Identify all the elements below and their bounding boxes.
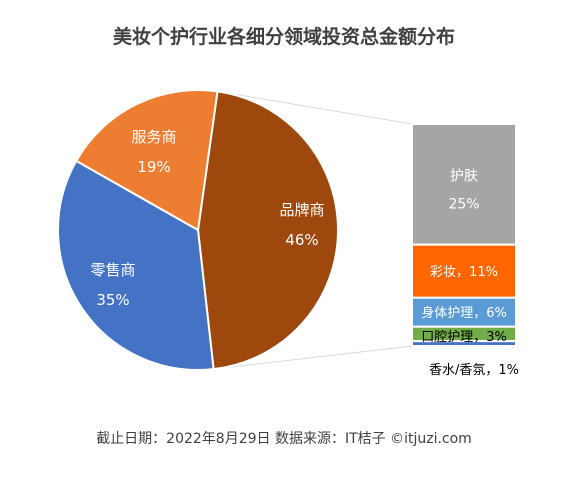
bar-percent-1: 25%	[448, 196, 479, 212]
connector-line-top	[217, 90, 413, 125]
slice-percent-1: 46%	[285, 231, 318, 249]
bar-segment-3	[411, 296, 517, 328]
bar-label-2: 彩妆，11%	[430, 265, 498, 280]
pie	[57, 89, 339, 371]
slice-label-3: 服务商	[131, 128, 176, 146]
chart-title: 美妆个护行业各细分领域投资总金额分布	[112, 26, 455, 48]
bar-segment-1	[411, 123, 517, 246]
slice-percent-3: 19%	[137, 158, 170, 176]
slice-percent-2: 35%	[96, 291, 129, 309]
bar-label-4: 口腔护理，3%	[421, 330, 507, 345]
slice-label-2: 零售商	[90, 261, 135, 279]
connector-line-bottom	[213, 345, 413, 370]
bar-label-5: 香水/香氛，1%	[429, 363, 519, 378]
breakdown-bar	[411, 123, 517, 348]
pie-slice-2	[57, 159, 215, 371]
source-footer: 截止日期：2022年8月29日 数据来源：IT桔子 ©itjuzi.com	[96, 431, 472, 447]
connector-lines	[213, 90, 413, 370]
pie-slice-1	[196, 90, 339, 371]
slice-label-1: 品牌商	[279, 201, 324, 219]
bar-segment-2	[411, 243, 517, 299]
pie-slice-3	[74, 89, 219, 232]
bar-label-3: 身体护理，6%	[421, 305, 507, 321]
data-labels: 品牌商 46% 零售商 35% 服务商 19% 护肤 25% 彩妆，11% 身体护理，6% 口腔护理…	[90, 128, 519, 378]
bar-label-1: 护肤	[450, 168, 478, 184]
bar-segment-5	[411, 340, 517, 348]
